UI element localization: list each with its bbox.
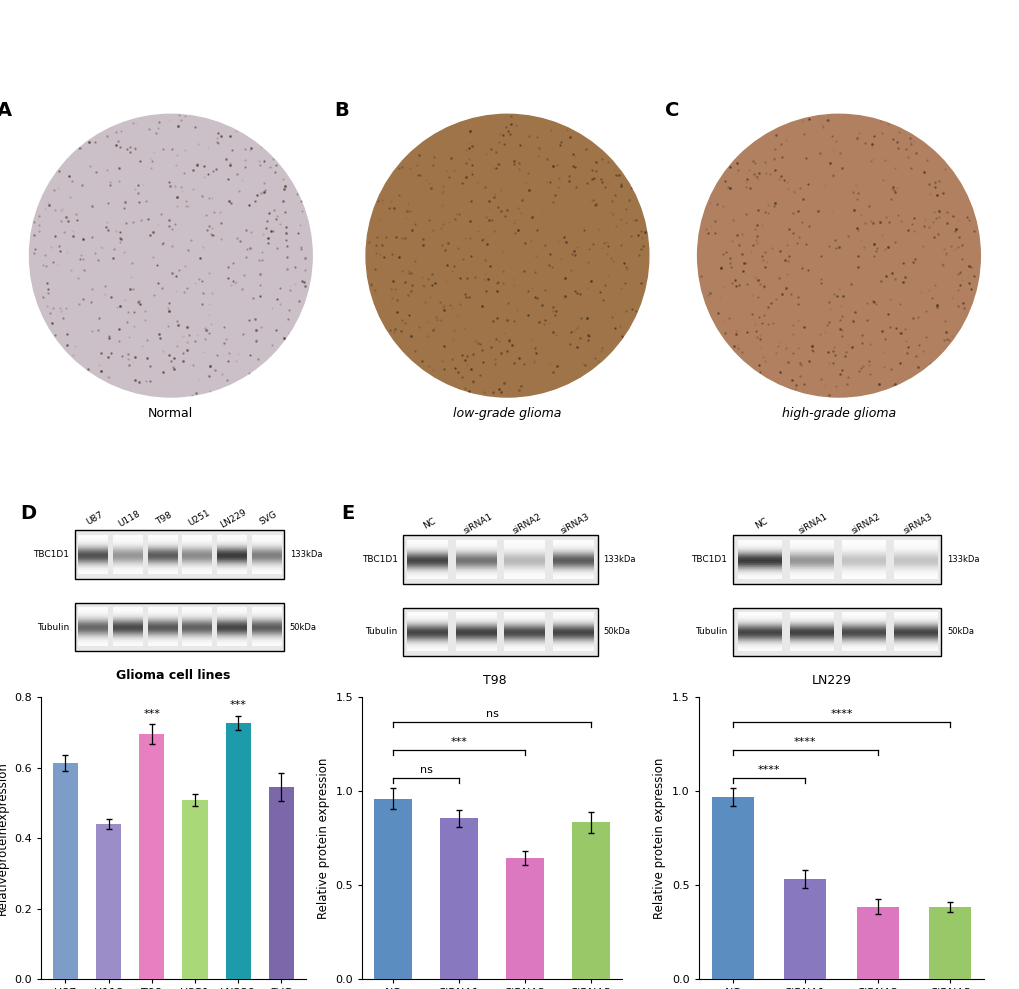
- Text: D: D: [20, 504, 37, 523]
- Text: TBC1D1: TBC1D1: [691, 555, 727, 564]
- Y-axis label: Relative protein expression: Relative protein expression: [653, 758, 665, 919]
- Bar: [784, 878, 825, 979]
- Text: 133kDa: 133kDa: [602, 555, 635, 564]
- Text: 133kDa: 133kDa: [947, 555, 979, 564]
- Text: SVG: SVG: [258, 509, 278, 527]
- Text: Glioma cell lines: Glioma cell lines: [116, 670, 230, 682]
- Bar: [182, 800, 207, 979]
- Y-axis label: Relativeproteinexpression: Relativeproteinexpression: [0, 762, 8, 915]
- Text: 50kDa: 50kDa: [289, 622, 316, 632]
- Text: low-grade glioma: low-grade glioma: [452, 406, 561, 419]
- Bar: [140, 734, 164, 979]
- Bar: [711, 797, 753, 979]
- Bar: [733, 535, 941, 584]
- Text: E: E: [341, 504, 355, 523]
- Bar: [374, 799, 412, 979]
- Bar: [928, 907, 970, 979]
- Bar: [75, 602, 283, 652]
- Text: TBC1D1: TBC1D1: [34, 550, 69, 559]
- Bar: [403, 607, 597, 657]
- Circle shape: [366, 115, 648, 397]
- Text: siRNA3: siRNA3: [558, 511, 591, 535]
- Text: LN229: LN229: [219, 507, 249, 529]
- Text: 133kDa: 133kDa: [289, 550, 322, 559]
- Text: B: B: [333, 102, 348, 121]
- Bar: [856, 907, 898, 979]
- Y-axis label: Relative protein expression: Relative protein expression: [317, 758, 329, 919]
- Circle shape: [30, 115, 312, 397]
- Text: TBC1D1: TBC1D1: [362, 555, 397, 564]
- Text: siRNA2: siRNA2: [849, 511, 880, 535]
- Text: high-grade glioma: high-grade glioma: [782, 406, 895, 419]
- Text: siRNA1: siRNA1: [462, 511, 494, 535]
- Text: ****: ****: [829, 709, 852, 719]
- Text: 50kDa: 50kDa: [602, 627, 630, 637]
- Text: siRNA3: siRNA3: [901, 511, 933, 535]
- Bar: [53, 763, 77, 979]
- Circle shape: [697, 115, 979, 397]
- Text: Tubulin: Tubulin: [365, 627, 397, 637]
- Bar: [572, 822, 609, 979]
- Bar: [403, 535, 597, 584]
- Text: ****: ****: [793, 737, 815, 747]
- Text: NC: NC: [753, 516, 768, 530]
- Text: siRNA1: siRNA1: [797, 511, 829, 535]
- Text: Tubulin: Tubulin: [37, 622, 69, 632]
- Text: T98: T98: [155, 510, 174, 526]
- Bar: [269, 787, 293, 979]
- Bar: [96, 824, 121, 979]
- Text: 50kDa: 50kDa: [947, 627, 973, 637]
- Text: U87: U87: [85, 510, 105, 527]
- Text: ns: ns: [485, 709, 498, 719]
- Text: NC: NC: [422, 516, 437, 530]
- Text: ***: ***: [229, 700, 247, 710]
- Text: Normal: Normal: [148, 406, 194, 419]
- Text: ***: ***: [450, 737, 467, 747]
- Text: U251: U251: [186, 508, 211, 528]
- Bar: [733, 607, 941, 657]
- Bar: [505, 857, 544, 979]
- Text: LN229: LN229: [810, 674, 851, 687]
- Text: ns: ns: [419, 765, 432, 775]
- Text: ***: ***: [144, 709, 160, 719]
- Text: siRNA2: siRNA2: [511, 511, 542, 535]
- Text: ****: ****: [757, 765, 780, 775]
- Text: U118: U118: [117, 508, 142, 528]
- Text: Tubulin: Tubulin: [694, 627, 727, 637]
- Bar: [75, 530, 283, 579]
- Text: C: C: [664, 102, 679, 121]
- Text: A: A: [0, 102, 12, 121]
- Bar: [225, 723, 251, 979]
- Bar: [439, 819, 478, 979]
- Text: T98: T98: [482, 674, 506, 687]
